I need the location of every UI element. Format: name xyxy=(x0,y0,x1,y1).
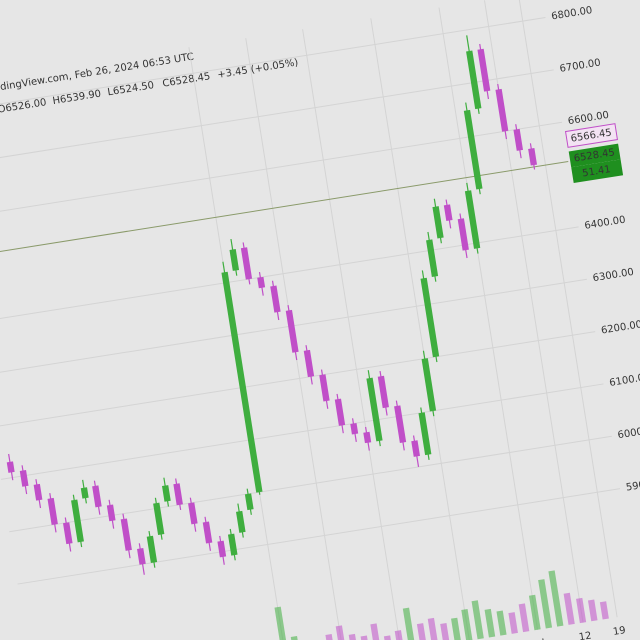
candle-body xyxy=(92,485,102,508)
candle-body xyxy=(432,206,444,239)
grid-line xyxy=(0,69,554,166)
volume-bar xyxy=(451,617,462,640)
candle-body xyxy=(394,405,407,444)
grid-line xyxy=(17,488,621,585)
candle-body xyxy=(71,499,84,543)
volume-bar xyxy=(402,607,416,640)
candle-body xyxy=(421,358,437,412)
x-tick-label: Feb xyxy=(530,637,549,640)
volume-bar xyxy=(576,597,587,624)
volume-bar xyxy=(563,592,575,625)
candle-body xyxy=(236,510,246,533)
candle-body xyxy=(513,128,524,151)
grid-line xyxy=(302,29,402,640)
volume-bar xyxy=(461,608,473,640)
candle-body xyxy=(363,431,372,444)
candle-body xyxy=(33,483,43,501)
candle-body xyxy=(528,148,537,166)
volume-bar xyxy=(548,570,564,627)
candle-body xyxy=(477,48,491,92)
candle-body xyxy=(80,487,89,499)
x-tick-label: 12 xyxy=(578,630,592,640)
candle-body xyxy=(377,375,389,409)
candle-body xyxy=(257,276,266,289)
volume-bar xyxy=(599,601,609,620)
volume-bar xyxy=(416,623,428,640)
candle-body xyxy=(244,493,254,511)
candle-body xyxy=(463,109,483,190)
candle-body xyxy=(217,540,227,558)
y-tick-label: 6100.00 xyxy=(609,372,640,389)
candle-body xyxy=(19,470,29,487)
grid-line xyxy=(370,18,470,640)
candle-body xyxy=(6,461,15,473)
candle-body xyxy=(285,309,299,353)
volume-bar xyxy=(335,625,348,640)
grid-line xyxy=(0,121,563,219)
volume-bar xyxy=(518,603,530,633)
candle-body xyxy=(457,218,469,251)
grid-line xyxy=(438,7,539,630)
volume-bar xyxy=(370,623,382,640)
candle-body xyxy=(47,497,58,526)
candle-body xyxy=(202,521,213,544)
volume-bar xyxy=(394,630,405,640)
volume-bar xyxy=(471,600,484,640)
candle-body xyxy=(161,485,171,502)
candle-body xyxy=(240,247,253,280)
x-tick-label: 19 xyxy=(612,625,626,638)
candle-body xyxy=(227,533,238,556)
volume-bar xyxy=(484,608,496,638)
candle-body xyxy=(319,374,330,402)
volume-bar xyxy=(427,617,439,640)
candle-body xyxy=(411,440,421,457)
countdown-box xyxy=(571,159,624,184)
candle-body xyxy=(366,377,383,442)
price-label-box xyxy=(568,143,621,168)
candle-body xyxy=(153,502,165,535)
grid-line xyxy=(0,278,587,376)
grid-line xyxy=(518,0,618,618)
volume-bar xyxy=(528,594,541,631)
candle-body xyxy=(106,504,116,522)
candle-body xyxy=(188,502,198,525)
candle-body xyxy=(350,423,359,435)
reference-line xyxy=(0,160,569,258)
y-tick-label: 5900 xyxy=(625,479,640,494)
candle-body xyxy=(63,522,73,545)
candle-body xyxy=(173,483,183,506)
candle-body xyxy=(443,204,453,222)
candle-body xyxy=(426,239,439,277)
grid-line xyxy=(0,17,546,114)
candle-body xyxy=(137,548,146,565)
volume-bar xyxy=(508,612,518,634)
candle-body xyxy=(495,88,509,132)
candle-body xyxy=(418,412,432,456)
volume-bar xyxy=(538,579,553,629)
candle-body xyxy=(120,518,132,551)
price-label-box xyxy=(564,123,619,148)
volume-bar xyxy=(440,622,450,640)
volume-bar xyxy=(274,606,291,640)
candle-body xyxy=(221,271,263,493)
volume-bar xyxy=(587,599,598,622)
candle-body xyxy=(466,50,482,110)
candle-body xyxy=(464,190,481,249)
candle-body xyxy=(229,249,240,271)
candle-body xyxy=(303,349,315,378)
candle-body xyxy=(334,398,346,426)
grid-line xyxy=(0,383,604,480)
candle-body xyxy=(270,285,281,313)
candle-body xyxy=(146,535,158,563)
candle-body xyxy=(420,277,440,358)
countdown: 51.41 xyxy=(582,164,612,179)
grid-line xyxy=(0,331,596,428)
volume-bar xyxy=(496,610,507,636)
